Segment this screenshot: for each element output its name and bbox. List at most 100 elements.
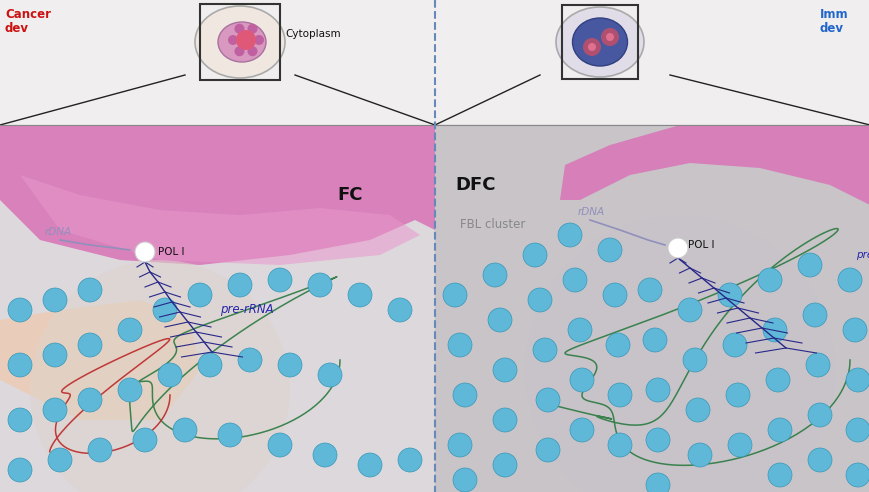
Circle shape: [442, 283, 467, 307]
Circle shape: [235, 30, 255, 50]
Circle shape: [646, 428, 669, 452]
Circle shape: [767, 418, 791, 442]
Circle shape: [722, 333, 746, 357]
Circle shape: [8, 458, 32, 482]
Circle shape: [767, 463, 791, 487]
Circle shape: [198, 353, 222, 377]
Circle shape: [597, 238, 621, 262]
Circle shape: [88, 438, 112, 462]
Circle shape: [522, 243, 547, 267]
Circle shape: [133, 428, 156, 452]
Circle shape: [453, 468, 476, 492]
Circle shape: [600, 28, 618, 46]
Circle shape: [602, 283, 627, 307]
Text: rDNA: rDNA: [577, 207, 605, 217]
Circle shape: [725, 383, 749, 407]
Circle shape: [8, 298, 32, 322]
Circle shape: [448, 433, 472, 457]
Circle shape: [637, 278, 661, 302]
Circle shape: [78, 333, 102, 357]
Text: Imm: Imm: [819, 8, 847, 21]
Circle shape: [135, 242, 155, 262]
Circle shape: [727, 433, 751, 457]
Polygon shape: [0, 125, 434, 265]
Circle shape: [235, 24, 244, 34]
Circle shape: [228, 273, 252, 297]
Circle shape: [158, 363, 182, 387]
Circle shape: [527, 288, 551, 312]
Ellipse shape: [572, 18, 627, 66]
Circle shape: [582, 38, 600, 56]
Circle shape: [802, 303, 826, 327]
Circle shape: [607, 383, 631, 407]
Circle shape: [805, 353, 829, 377]
Text: FBL cluster: FBL cluster: [460, 218, 525, 232]
Circle shape: [535, 438, 560, 462]
Circle shape: [807, 403, 831, 427]
Circle shape: [682, 348, 706, 372]
Circle shape: [118, 378, 142, 402]
Ellipse shape: [218, 22, 266, 62]
Circle shape: [686, 398, 709, 422]
Ellipse shape: [195, 6, 285, 78]
Text: rDNA: rDNA: [45, 227, 72, 237]
Circle shape: [569, 368, 594, 392]
Circle shape: [493, 408, 516, 432]
Circle shape: [308, 273, 332, 297]
Circle shape: [687, 443, 711, 467]
Circle shape: [837, 268, 861, 292]
Circle shape: [448, 333, 472, 357]
Circle shape: [757, 268, 781, 292]
Circle shape: [488, 308, 512, 332]
Text: dev: dev: [819, 22, 843, 35]
Text: pre-rRNA: pre-rRNA: [220, 304, 274, 316]
Circle shape: [493, 358, 516, 382]
Text: POL I: POL I: [687, 240, 713, 250]
Text: DFC: DFC: [454, 176, 495, 194]
Circle shape: [78, 388, 102, 412]
Circle shape: [587, 43, 595, 51]
Text: Cancer: Cancer: [5, 8, 51, 21]
Circle shape: [238, 348, 262, 372]
Circle shape: [607, 433, 631, 457]
Circle shape: [797, 253, 821, 277]
Circle shape: [677, 298, 701, 322]
Circle shape: [453, 383, 476, 407]
Circle shape: [535, 388, 560, 412]
Circle shape: [567, 318, 591, 342]
Circle shape: [218, 423, 242, 447]
Circle shape: [493, 453, 516, 477]
Polygon shape: [20, 175, 420, 265]
Circle shape: [482, 263, 507, 287]
Circle shape: [118, 318, 142, 342]
Circle shape: [48, 448, 72, 472]
Circle shape: [247, 46, 257, 56]
Circle shape: [667, 238, 687, 258]
Text: dev: dev: [5, 22, 29, 35]
Text: FC: FC: [337, 186, 362, 204]
Circle shape: [524, 215, 834, 492]
Text: POL I: POL I: [158, 247, 184, 257]
Polygon shape: [0, 300, 200, 420]
Circle shape: [247, 24, 257, 34]
Circle shape: [153, 298, 176, 322]
Circle shape: [845, 368, 869, 392]
Circle shape: [268, 268, 292, 292]
Circle shape: [606, 33, 614, 41]
Circle shape: [8, 353, 32, 377]
Circle shape: [533, 338, 556, 362]
Circle shape: [642, 328, 667, 352]
Circle shape: [235, 46, 244, 56]
Circle shape: [357, 453, 381, 477]
Text: Cytoplasm: Cytoplasm: [285, 29, 341, 39]
Circle shape: [569, 418, 594, 442]
Circle shape: [278, 353, 302, 377]
Circle shape: [646, 378, 669, 402]
Circle shape: [557, 223, 581, 247]
Circle shape: [268, 433, 292, 457]
Circle shape: [606, 333, 629, 357]
Circle shape: [188, 283, 212, 307]
Circle shape: [8, 408, 32, 432]
Circle shape: [43, 343, 67, 367]
Circle shape: [842, 318, 866, 342]
